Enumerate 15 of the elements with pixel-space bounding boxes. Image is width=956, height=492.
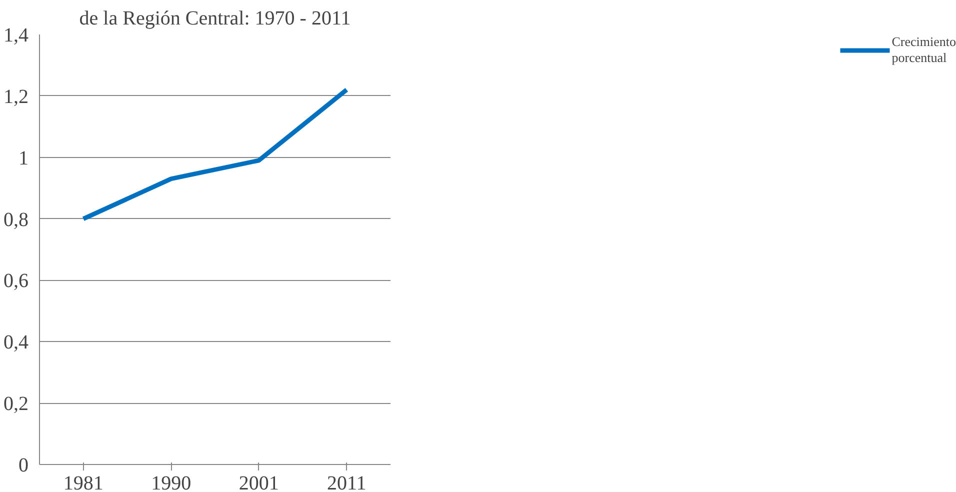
x-tick-label: 1981 — [63, 472, 104, 492]
y-tick-label: 1,2 — [4, 86, 28, 108]
y-tick-label: 0 — [18, 454, 28, 476]
x-tick-label: 1990 — [151, 472, 192, 492]
chart-title: de la Región Central: 1970 - 2011 — [79, 8, 351, 30]
y-tick-label: 0,6 — [4, 270, 28, 292]
y-tick-label: 0,8 — [4, 208, 28, 231]
y-tick-label: 1 — [18, 147, 28, 170]
y-tick-label: 0,4 — [4, 332, 28, 354]
x-tick-label: 2001 — [238, 472, 279, 492]
legend-label: Crecimiento porcentual — [892, 34, 956, 66]
y-tick-label: 0,2 — [4, 393, 28, 416]
y-tick-label: 1,4 — [4, 24, 28, 46]
x-tick-label: 2011 — [326, 472, 366, 492]
line-series — [81, 88, 349, 222]
